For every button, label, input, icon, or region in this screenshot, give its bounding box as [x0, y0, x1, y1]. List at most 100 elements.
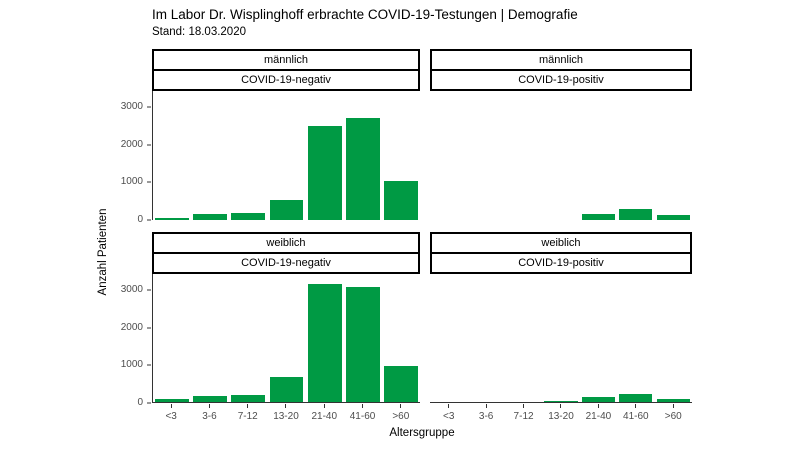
x-tick-label: 21-40	[311, 411, 338, 422]
x-tick-mark	[208, 404, 210, 408]
chart-title: Im Labor Dr. Wisplinghoff erbrachte COVI…	[152, 7, 578, 22]
bar-slot	[229, 91, 267, 220]
y-tick-label: 0	[137, 397, 143, 408]
x-tick-mark	[560, 404, 562, 408]
facet-strip-result: COVID-19-negativ	[152, 69, 420, 91]
y-tick-label: 0	[137, 214, 143, 225]
bar-slot	[542, 274, 579, 402]
facet-strip-result: COVID-19-positiv	[430, 69, 692, 91]
x-tick: 13-20	[267, 404, 305, 426]
y-tick-mark	[147, 219, 151, 221]
y-tick-mark	[147, 364, 151, 366]
y-tick-label: 1000	[120, 359, 143, 371]
bar-slot	[267, 91, 305, 220]
x-tick: 41-60	[343, 404, 381, 426]
bar	[307, 126, 342, 220]
x-tick: <3	[430, 404, 467, 426]
chart-subtitle: Stand: 18.03.2020	[152, 26, 246, 38]
x-tick: >60	[382, 404, 420, 426]
x-axis-right: <3 3-6 7-12 13-20 21-40 41-60 >60	[430, 404, 692, 426]
bar-slot	[467, 274, 504, 402]
x-tick: 7-12	[229, 404, 267, 426]
facet-strip-result: COVID-19-positiv	[430, 252, 692, 274]
bar-slot	[382, 274, 420, 402]
bar	[155, 217, 190, 220]
bar-slot	[580, 274, 617, 402]
y-tick-mark	[147, 106, 151, 108]
bar	[155, 399, 190, 402]
facet-weiblich-negativ: weiblich COVID-19-negativ	[152, 232, 420, 403]
x-tick-mark	[523, 404, 525, 408]
x-tick-label: 3-6	[202, 411, 217, 422]
x-tick-label: >60	[392, 411, 410, 422]
y-tick-label: 1000	[120, 176, 143, 188]
facet-strip-gender: weiblich	[152, 232, 420, 254]
bar-slot	[306, 91, 344, 220]
bar-slot	[655, 274, 692, 402]
bar-slot	[344, 91, 382, 220]
bar-slot	[580, 91, 617, 220]
bar	[619, 209, 653, 220]
x-tick: 21-40	[580, 404, 617, 426]
x-tick-label: 7-12	[513, 411, 534, 422]
bar-slot	[430, 91, 467, 220]
bar-slot	[467, 91, 504, 220]
bar	[581, 213, 616, 220]
x-tick-mark	[400, 404, 402, 408]
y-tick-mark	[147, 327, 151, 329]
y-tick-mark	[147, 181, 151, 183]
bar	[581, 397, 616, 402]
bar	[231, 394, 266, 402]
bar-slot	[505, 274, 542, 402]
x-tick-label: 41-60	[623, 411, 649, 422]
facet-weiblich-positiv: weiblich COVID-19-positiv	[430, 232, 692, 403]
x-tick-mark	[448, 404, 450, 408]
bar	[345, 118, 380, 220]
x-axis-title: Altersgruppe	[389, 427, 455, 439]
bar	[383, 181, 418, 220]
y-tick-label: 3000	[120, 100, 143, 112]
x-tick-mark	[485, 404, 487, 408]
facet-maennlich-positiv: männlich COVID-19-positiv	[430, 49, 692, 220]
plot-panel	[152, 91, 420, 220]
x-tick: <3	[152, 404, 190, 426]
y-axis-title: Anzahl Patienten	[97, 208, 109, 296]
bar-slot	[153, 91, 191, 220]
bar-slot	[430, 274, 467, 402]
bar-slot	[306, 274, 344, 402]
bar	[231, 212, 266, 220]
x-tick-label: 13-20	[548, 411, 574, 422]
plot-panel	[430, 274, 692, 403]
x-tick: 13-20	[542, 404, 579, 426]
bar-slot	[153, 274, 191, 402]
bar-slot	[617, 274, 654, 402]
bar	[619, 393, 653, 402]
x-tick-mark	[635, 404, 637, 408]
bar-slot	[344, 274, 382, 402]
x-tick-mark	[170, 404, 172, 408]
y-tick-mark	[147, 144, 151, 146]
bar	[193, 213, 228, 220]
plot-panel	[430, 91, 692, 220]
bar-slot	[655, 91, 692, 220]
bar	[345, 286, 380, 402]
x-tick-mark	[285, 404, 287, 408]
bar	[307, 284, 342, 402]
x-tick-label: 13-20	[273, 411, 299, 422]
x-tick: 3-6	[467, 404, 504, 426]
facet-strip-result: COVID-19-negativ	[152, 252, 420, 274]
x-tick-label: 7-12	[237, 411, 258, 422]
bar-slot	[542, 91, 579, 220]
bar-slot	[505, 91, 542, 220]
x-tick: >60	[655, 404, 692, 426]
x-tick-label: 21-40	[585, 411, 612, 422]
x-tick-label: <3	[443, 411, 455, 422]
x-tick: 21-40	[305, 404, 343, 426]
facet-strip-gender: weiblich	[430, 232, 692, 254]
bar-slot	[617, 91, 654, 220]
x-tick-mark	[362, 404, 364, 408]
x-tick-label: 3-6	[478, 411, 494, 422]
bar	[269, 199, 304, 220]
bar	[656, 215, 690, 220]
